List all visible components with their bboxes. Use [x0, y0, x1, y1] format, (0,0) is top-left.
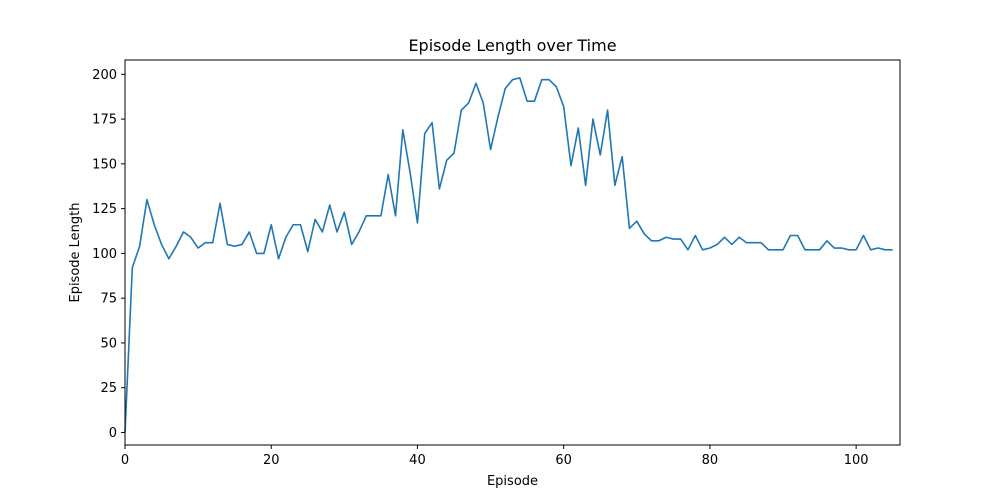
chart-title: Episode Length over Time [408, 36, 616, 55]
x-tick-label: 100 [844, 453, 869, 468]
x-tick-label: 80 [702, 453, 719, 468]
y-tick-label: 75 [100, 292, 117, 307]
x-axis-title: Episode [487, 474, 538, 489]
y-axis-title: Episode Length [68, 202, 83, 302]
x-tick-label: 20 [263, 453, 280, 468]
y-tick-label: 125 [92, 202, 117, 217]
y-tick-label: 100 [92, 247, 117, 262]
x-axis: 0 20 40 60 80 100 [121, 445, 869, 468]
x-tick-label: 60 [555, 453, 572, 468]
x-tick-label: 40 [409, 453, 426, 468]
series-line-0 [124, 77, 893, 433]
y-axis: 0 25 50 75 100 125 150 175 200 [92, 68, 125, 441]
y-tick-label: 25 [100, 381, 117, 396]
y-tick-label: 50 [100, 336, 117, 351]
y-tick-label: 150 [92, 157, 117, 172]
x-tick-label: 0 [121, 453, 129, 468]
plot-area-frame [124, 59, 901, 446]
y-tick-label: 200 [92, 68, 117, 83]
y-tick-label: 175 [92, 113, 117, 128]
y-tick-label: 0 [109, 426, 117, 441]
